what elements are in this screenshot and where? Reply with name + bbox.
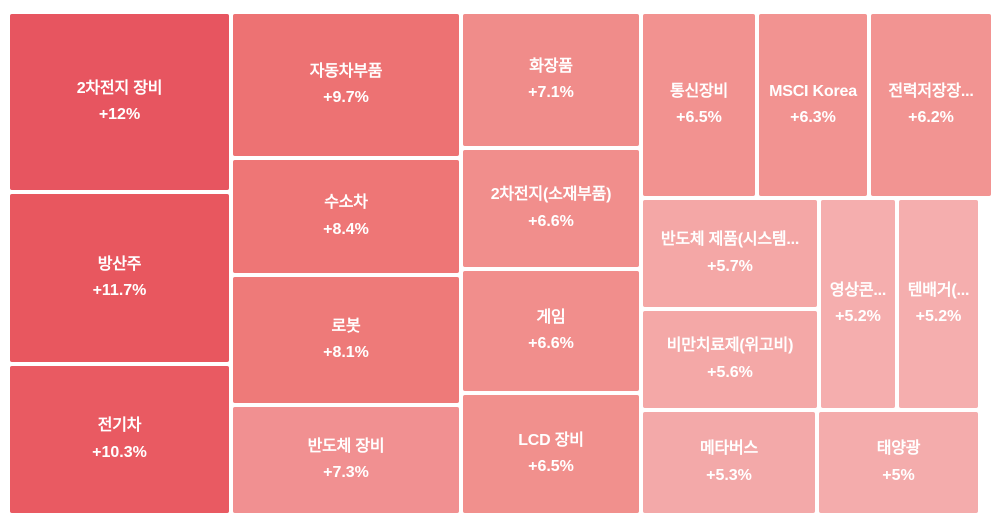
cell-theme-name: 전기차: [97, 417, 142, 435]
treemap-cell[interactable]: 통신장비 +6.5%: [643, 14, 755, 196]
cell-theme-name: 자동차부품: [309, 62, 383, 80]
cell-change-percent: +6.6%: [528, 335, 574, 352]
cell-change-percent: +6.2%: [908, 109, 954, 126]
cell-theme-name: 게임: [536, 308, 566, 326]
treemap-cell[interactable]: 로봇 +8.1%: [233, 277, 459, 403]
cell-change-percent: +5.7%: [707, 257, 753, 275]
cell-theme-name: 반도체 제품(시스템...: [660, 231, 800, 249]
cell-theme-name: 메타버스: [699, 440, 759, 458]
treemap-cell[interactable]: 태양광 +5%: [819, 412, 978, 513]
cell-change-percent: +5.3%: [706, 466, 752, 484]
cell-change-percent: +6.5%: [528, 458, 574, 475]
treemap-cell[interactable]: 영상콘... +5.2%: [821, 200, 895, 408]
treemap-cell[interactable]: 반도체 장비 +7.3%: [233, 407, 459, 513]
cell-change-percent: +6.5%: [676, 109, 722, 126]
cell-theme-name: 태양광: [876, 440, 921, 458]
treemap-cell[interactable]: LCD 장비 +6.5%: [463, 395, 639, 513]
cell-change-percent: +8.1%: [323, 344, 369, 361]
cell-change-percent: +5.2%: [835, 308, 881, 325]
treemap-cell[interactable]: 화장품 +7.1%: [463, 14, 639, 146]
cell-change-percent: +11.7%: [92, 282, 147, 299]
treemap-cell[interactable]: 전력저장장... +6.2%: [871, 14, 991, 196]
treemap-cell[interactable]: 수소차 +8.4%: [233, 160, 459, 273]
cell-theme-name: 수소차: [324, 194, 368, 212]
treemap-cell[interactable]: 비만치료제(위고비) +5.6%: [643, 311, 817, 408]
cell-change-percent: +5.2%: [915, 308, 962, 325]
treemap-cell[interactable]: 2차전지(소재부품) +6.6%: [463, 150, 639, 267]
treemap-cell[interactable]: 2차전지 장비 +12%: [10, 14, 229, 190]
treemap-cell[interactable]: 게임 +6.6%: [463, 271, 639, 391]
treemap-cell[interactable]: 메타버스 +5.3%: [643, 412, 815, 513]
treemap-cell[interactable]: 텐배거(... +5.2%: [899, 200, 978, 408]
cell-theme-name: 화장품: [529, 57, 573, 75]
cell-change-percent: +12%: [98, 106, 141, 123]
cell-theme-name: 통신장비: [669, 82, 729, 100]
treemap-cell[interactable]: 반도체 제품(시스템... +5.7%: [643, 200, 817, 307]
cell-change-percent: +8.4%: [323, 220, 369, 238]
cell-theme-name: LCD 장비: [518, 431, 584, 449]
cell-change-percent: +7.3%: [323, 464, 369, 481]
cell-theme-name: 텐배거(...: [907, 281, 970, 299]
cell-theme-name: 2차전지(소재부품): [490, 186, 612, 204]
cell-change-percent: +5.6%: [707, 363, 753, 381]
cell-theme-name: 로봇: [331, 317, 361, 335]
treemap-cell[interactable]: 방산주 +11.7%: [10, 194, 229, 362]
cell-theme-name: 비만치료제(위고비): [666, 337, 794, 355]
cell-theme-name: 반도체 장비: [307, 437, 385, 455]
cell-theme-name: 방산주: [97, 255, 142, 273]
cell-change-percent: +5%: [882, 466, 915, 484]
treemap-cell[interactable]: 전기차 +10.3%: [10, 366, 229, 513]
cell-theme-name: 영상콘...: [829, 281, 887, 299]
cell-change-percent: +6.6%: [528, 212, 574, 230]
cell-theme-name: 2차전지 장비: [76, 79, 163, 97]
cell-theme-name: 전력저장장...: [888, 82, 974, 100]
cell-change-percent: +7.1%: [528, 84, 574, 101]
treemap-cell[interactable]: 자동차부품 +9.7%: [233, 14, 459, 156]
treemap-cell[interactable]: MSCI Korea +6.3%: [759, 14, 867, 196]
cell-change-percent: +9.7%: [323, 89, 369, 106]
cell-change-percent: +10.3%: [92, 443, 147, 461]
cell-change-percent: +6.3%: [790, 109, 836, 126]
cell-theme-name: MSCI Korea: [769, 82, 857, 100]
